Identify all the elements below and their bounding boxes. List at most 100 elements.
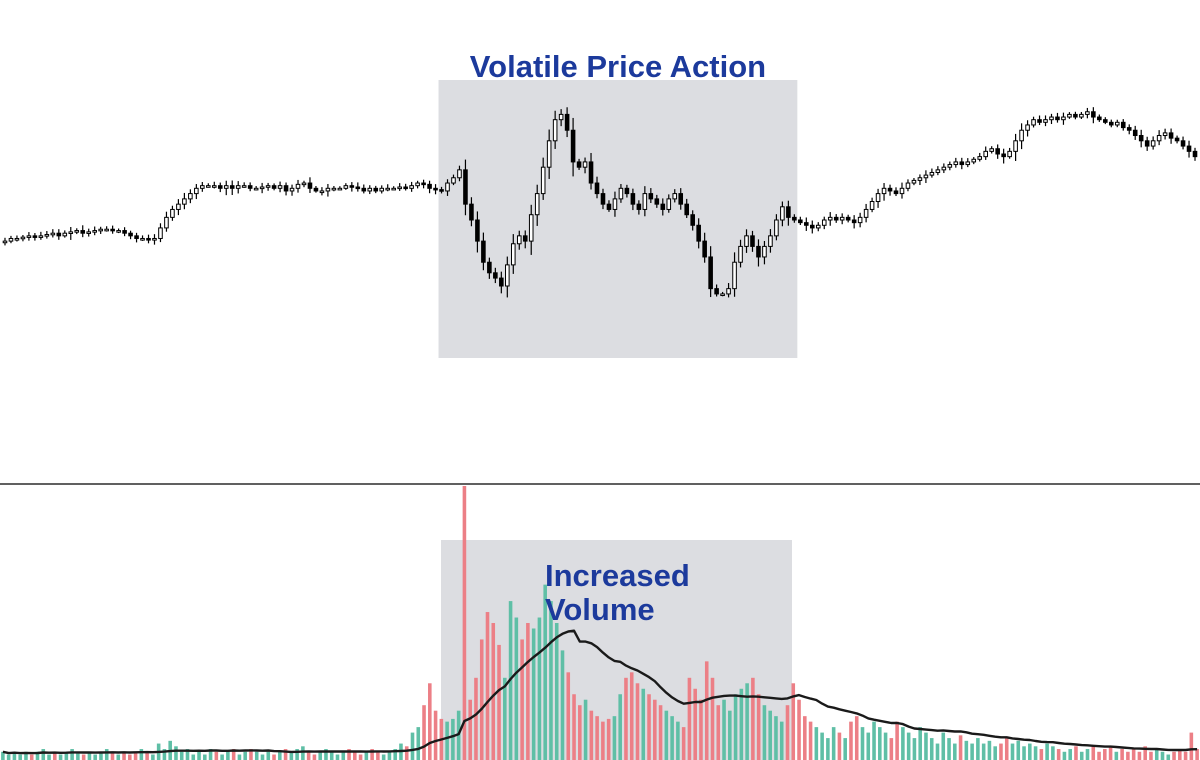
- price-candle: [140, 235, 145, 241]
- price-candle: [768, 229, 773, 253]
- price-candle: [116, 228, 121, 234]
- price-candle: [558, 109, 564, 127]
- volume-bar: [629, 672, 634, 760]
- price-candle: [1013, 133, 1018, 161]
- volume-bar: [854, 716, 859, 760]
- price-candle: [804, 217, 809, 231]
- price-candle: [253, 186, 259, 191]
- volume-bar: [878, 727, 882, 760]
- price-candle: [367, 185, 373, 195]
- volume-bar: [745, 683, 749, 760]
- price-candle: [325, 183, 331, 197]
- price-candle: [104, 226, 109, 232]
- volume-bar: [1183, 751, 1188, 760]
- volume-bar: [762, 705, 767, 760]
- volume-bar: [301, 746, 305, 760]
- volume-bar: [306, 751, 311, 760]
- price-candle: [516, 230, 522, 250]
- price-candle: [869, 197, 875, 213]
- price-candle: [929, 168, 935, 178]
- price-candle: [887, 184, 893, 196]
- volume-bar: [895, 721, 899, 760]
- price-candle: [505, 256, 510, 298]
- volume-bar: [941, 732, 946, 760]
- price-candle: [1037, 115, 1042, 126]
- price-candle: [1150, 136, 1156, 150]
- volume-bar: [76, 751, 80, 760]
- volume-bar: [145, 751, 149, 760]
- volume-bar: [647, 694, 651, 760]
- price-candle: [1114, 119, 1120, 128]
- volume-bar: [422, 705, 426, 760]
- price-candle: [152, 234, 157, 245]
- price-candle: [62, 230, 68, 238]
- volume-bar: [1010, 743, 1015, 760]
- volume-bar: [820, 732, 824, 760]
- volume-bar: [353, 751, 357, 760]
- increased-volume-label-line1: Increased: [545, 558, 690, 593]
- volume-bar: [589, 710, 594, 760]
- volume-bar: [520, 639, 524, 760]
- price-candle: [98, 226, 103, 234]
- price-candle: [564, 107, 570, 138]
- price-candle: [313, 185, 319, 193]
- price-candle: [92, 226, 97, 236]
- price-candle: [654, 194, 660, 208]
- volume-bar: [1160, 751, 1165, 760]
- price-candle: [1061, 112, 1066, 125]
- price-candle: [708, 246, 713, 298]
- volume-bar: [1172, 751, 1176, 760]
- price-candle: [522, 230, 528, 249]
- volume-bar: [929, 738, 934, 760]
- price-candle: [241, 182, 247, 188]
- price-candle: [1156, 130, 1162, 146]
- price-candle: [463, 159, 468, 216]
- volume-bar: [860, 727, 865, 760]
- price-candle: [26, 232, 32, 241]
- volume-bar: [583, 699, 588, 760]
- volume-bar: [266, 751, 271, 760]
- volume-bar: [670, 716, 674, 760]
- volume-bar: [779, 721, 784, 760]
- volume-bar: [491, 623, 496, 760]
- volume-bar: [58, 754, 63, 760]
- volume-bar: [537, 617, 542, 760]
- volume-bar: [24, 751, 28, 760]
- price-candle: [397, 183, 402, 191]
- volume-bar: [906, 732, 911, 760]
- price-candle: [457, 165, 462, 182]
- volume-bar: [866, 732, 871, 760]
- volume-bar: [64, 751, 69, 760]
- volume-bar: [1068, 749, 1072, 760]
- price-candle: [845, 214, 851, 223]
- price-candle: [678, 188, 684, 210]
- volume-bar: [889, 738, 894, 760]
- volume-bar: [162, 749, 167, 760]
- price-candle: [14, 235, 20, 242]
- volume-bar: [837, 732, 842, 760]
- volume-bar: [35, 751, 40, 760]
- price-candle: [487, 257, 492, 279]
- volume-bar: [791, 683, 796, 760]
- price-candle: [1007, 147, 1012, 159]
- volume-bar: [220, 754, 224, 760]
- price-candle: [660, 198, 666, 216]
- price-candle: [38, 231, 44, 240]
- volume-bar: [1120, 749, 1124, 760]
- volume-bar: [572, 694, 576, 760]
- volume-bar: [404, 746, 409, 760]
- volume-bar: [693, 688, 697, 760]
- volume-bar: [214, 751, 219, 760]
- price-candle: [965, 158, 971, 168]
- volume-bar: [924, 732, 928, 760]
- volume-bar: [347, 749, 351, 760]
- price-candle: [1162, 128, 1168, 140]
- price-candle: [726, 283, 731, 298]
- volume-bar: [93, 754, 97, 760]
- volume-bar: [87, 751, 92, 760]
- volume-bar: [612, 716, 617, 760]
- price-candle: [528, 204, 534, 255]
- volume-bar: [826, 738, 830, 760]
- volume-bar: [104, 749, 109, 760]
- volatile-highlight-box: [438, 80, 798, 358]
